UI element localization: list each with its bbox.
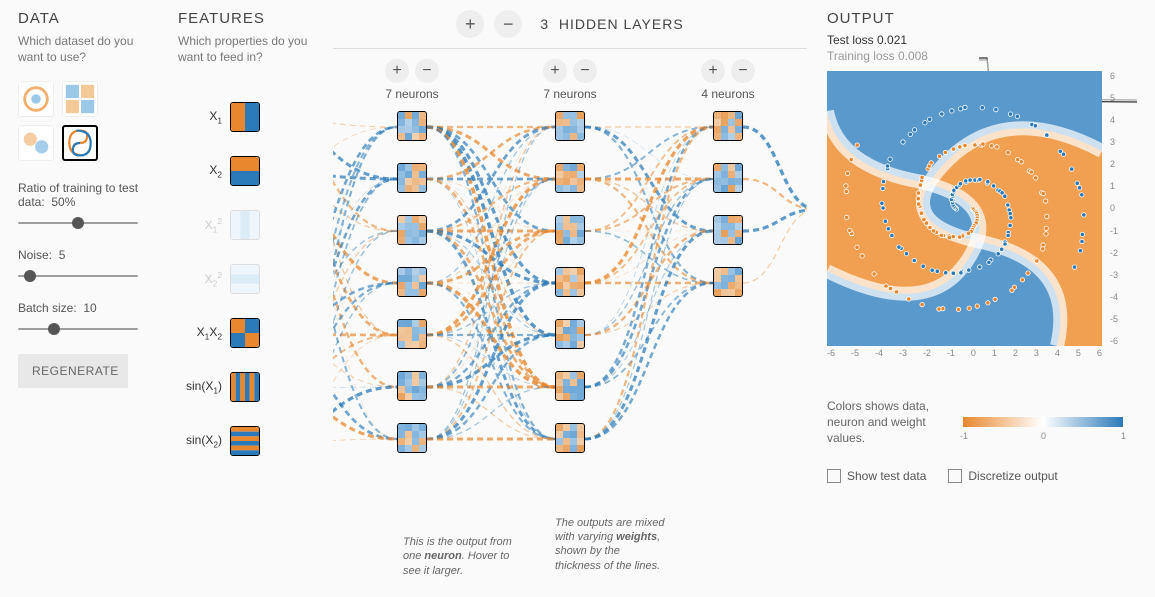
neuron[interactable] [555,423,585,453]
output-heatmap[interactable]: 6543210-1-2-3-4-5-6 [827,71,1102,346]
hidden-layer-2: +− 7 neurons [520,59,620,568]
features-title: FEATURES [178,10,313,27]
x-axis-ticks: -6-5-4-3-2-10123456 [827,348,1102,358]
feature-1[interactable]: X2 [178,153,313,189]
add-neuron-button[interactable]: + [385,59,409,83]
feature-tile [230,264,260,294]
regenerate-button[interactable]: REGENERATE [18,354,128,388]
ratio-label: Ratio of training to test data: 50% [18,181,158,209]
add-layer-button[interactable]: + [456,10,484,38]
neuron[interactable] [397,371,427,401]
feature-tile[interactable] [230,426,260,456]
noise-label: Noise: 5 [18,248,158,262]
feature-label: X1X2 [178,325,222,341]
neuron[interactable] [555,111,585,141]
remove-layer-button[interactable]: − [494,10,522,38]
feature-2: X12 [178,207,313,243]
neuron[interactable] [397,423,427,453]
data-subtitle: Which dataset do you want to use? [18,33,158,65]
data-title: DATA [18,10,158,27]
remove-neuron-button[interactable]: − [415,59,439,83]
feature-tile[interactable] [230,372,260,402]
feature-4[interactable]: X1X2 [178,315,313,351]
neuron[interactable] [397,163,427,193]
neuron[interactable] [555,163,585,193]
test-loss: Test loss 0.021 [827,33,1137,47]
batch-slider[interactable] [18,322,138,336]
dataset-gauss[interactable] [18,125,54,161]
ratio-slider[interactable] [18,216,138,230]
neuron[interactable] [397,215,427,245]
dataset-xor[interactable] [62,81,98,117]
remove-neuron-button[interactable]: − [573,59,597,83]
neuron[interactable] [555,319,585,349]
feature-label: X12 [178,216,222,234]
neuron[interactable] [713,111,743,141]
neuron[interactable] [555,371,585,401]
feature-label: X1 [178,109,222,125]
neuron[interactable] [555,215,585,245]
neuron[interactable] [713,267,743,297]
add-neuron-button[interactable]: + [701,59,725,83]
feature-label: X2 [178,163,222,179]
hidden-layer-1: +− 7 neurons [362,59,462,568]
hidden-layer-3: +− 4 neurons [678,59,778,568]
noise-slider[interactable] [18,269,138,283]
hidden-layers-label: HIDDEN LAYERS [559,16,684,32]
neuron[interactable] [713,215,743,245]
feature-label: X22 [178,270,222,288]
neuron-count-label: 7 neurons [385,87,438,101]
neuron[interactable] [555,267,585,297]
show-test-data-checkbox[interactable]: Show test data [827,469,926,483]
feature-5[interactable]: sin(X1) [178,369,313,405]
neuron[interactable] [713,163,743,193]
feature-tile[interactable] [230,318,260,348]
feature-6[interactable]: sin(X2) [178,423,313,459]
remove-neuron-button[interactable]: − [731,59,755,83]
neuron-count-label: 4 neurons [701,87,754,101]
feature-0[interactable]: X1 [178,99,313,135]
features-subtitle: Which properties do you want to feed in? [178,33,313,65]
feature-tile[interactable] [230,102,260,132]
feature-label: sin(X1) [178,379,222,395]
feature-3: X22 [178,261,313,297]
feature-tile [230,210,260,240]
hidden-layers-count: 3 [540,16,549,32]
dataset-circle[interactable] [18,81,54,117]
dataset-spiral[interactable] [62,125,98,161]
feature-tile[interactable] [230,156,260,186]
feature-label: sin(X2) [178,433,222,449]
neuron[interactable] [397,111,427,141]
add-neuron-button[interactable]: + [543,59,567,83]
output-title: OUTPUT [827,10,1137,27]
neuron[interactable] [397,319,427,349]
neuron[interactable] [397,267,427,297]
batch-label: Batch size: 10 [18,301,158,315]
colormap-legend: -1 0 1 [963,417,1123,427]
discretize-output-checkbox[interactable]: Discretize output [948,469,1057,483]
neuron-count-label: 7 neurons [543,87,596,101]
legend-text: Colors shows data, neuron and weight val… [827,398,947,447]
